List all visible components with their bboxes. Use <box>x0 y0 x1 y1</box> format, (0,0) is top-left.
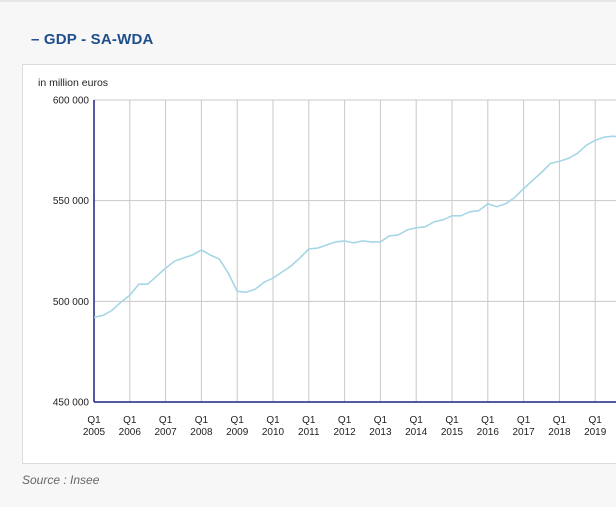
x-tick-quarter: Q1 <box>87 415 101 426</box>
x-tick-year: 2011 <box>298 427 320 438</box>
x-tick-year: 2012 <box>333 427 356 438</box>
x-tick-year: 2018 <box>548 427 571 438</box>
y-tick-label: 450 000 <box>53 398 90 409</box>
x-tick-year: 2009 <box>226 427 249 438</box>
chart-panel <box>22 64 616 464</box>
x-tick-quarter: Q1 <box>266 415 280 426</box>
series-line-gdp <box>94 135 616 319</box>
x-tick-quarter: Q1 <box>123 415 137 426</box>
y-tick-label: 550 000 <box>53 196 90 207</box>
x-tick-year: 2007 <box>154 427 177 438</box>
x-tick-quarter: Q1 <box>302 415 316 426</box>
x-tick-year: 2008 <box>190 427 213 438</box>
chart-title: – GDP - SA-WDA <box>31 31 154 48</box>
x-tick-year: 2013 <box>369 427 392 438</box>
y-axis-label: in million euros <box>38 77 109 89</box>
top-divider <box>0 0 616 2</box>
x-tick-quarter: Q1 <box>517 415 531 426</box>
x-tick-quarter: Q1 <box>445 415 459 426</box>
x-tick-quarter: Q1 <box>231 415 245 426</box>
x-tick-quarter: Q1 <box>374 415 388 426</box>
x-tick-year: 2006 <box>119 427 142 438</box>
x-tick-quarter: Q1 <box>553 415 567 426</box>
y-tick-label: 500 000 <box>53 297 90 308</box>
x-tick-year: 2010 <box>262 427 285 438</box>
x-tick-year: 2005 <box>83 427 106 438</box>
x-tick-year: 2017 <box>512 427 535 438</box>
x-tick-year: 2016 <box>477 427 500 438</box>
x-tick-quarter: Q1 <box>410 415 424 426</box>
x-tick-quarter: Q1 <box>589 415 603 426</box>
x-tick-year: 2019 <box>584 427 607 438</box>
source-note: Source : Insee <box>22 473 100 487</box>
y-tick-label: 600 000 <box>53 96 90 107</box>
x-tick-year: 2015 <box>441 427 464 438</box>
x-tick-quarter: Q1 <box>481 415 495 426</box>
x-tick-quarter: Q1 <box>338 415 352 426</box>
x-tick-quarter: Q1 <box>159 415 173 426</box>
x-tick-year: 2014 <box>405 427 428 438</box>
x-tick-quarter: Q1 <box>195 415 209 426</box>
